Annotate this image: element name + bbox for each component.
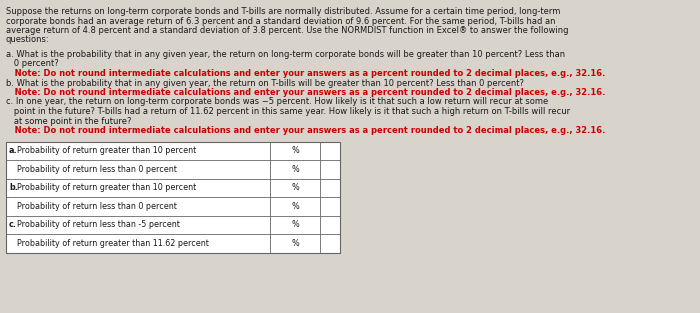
Text: c.: c.: [9, 220, 17, 229]
Text: Note: Do not round intermediate calculations and enter your answers as a percent: Note: Do not round intermediate calculat…: [6, 126, 605, 135]
Text: %: %: [291, 239, 299, 248]
Text: Probability of return greater than 11.62 percent: Probability of return greater than 11.62…: [17, 239, 209, 248]
Text: %: %: [291, 183, 299, 192]
Text: corporate bonds had an average return of 6.3 percent and a standard deviation of: corporate bonds had an average return of…: [6, 17, 556, 25]
Text: a. What is the probability that in any given year, the return on long-term corpo: a. What is the probability that in any g…: [6, 50, 565, 59]
Text: %: %: [291, 165, 299, 174]
Text: Probability of return less than 0 percent: Probability of return less than 0 percen…: [17, 202, 177, 211]
Bar: [6, 141, 340, 253]
Text: %: %: [291, 220, 299, 229]
Text: average return of 4.8 percent and a standard deviation of 3.8 percent. Use the N: average return of 4.8 percent and a stan…: [6, 26, 568, 35]
Text: %: %: [291, 202, 299, 211]
Text: at some point in the future?: at some point in the future?: [6, 116, 132, 126]
Text: Probability of return greater than 10 percent: Probability of return greater than 10 pe…: [17, 183, 196, 192]
Text: Probability of return less than -5 percent: Probability of return less than -5 perce…: [17, 220, 180, 229]
Text: Probability of return greater than 10 percent: Probability of return greater than 10 pe…: [17, 146, 196, 155]
Text: b.: b.: [9, 183, 18, 192]
Text: b. What is the probability that in any given year, the return on T-bills will be: b. What is the probability that in any g…: [6, 79, 524, 88]
Text: Note: Do not round intermediate calculations and enter your answers as a percent: Note: Do not round intermediate calculat…: [6, 88, 605, 97]
Text: questions:: questions:: [6, 35, 50, 44]
Text: Note: Do not round intermediate calculations and enter your answers as a percent: Note: Do not round intermediate calculat…: [6, 69, 605, 78]
Text: Probability of return less than 0 percent: Probability of return less than 0 percen…: [17, 165, 177, 174]
Text: %: %: [291, 146, 299, 155]
Text: a.: a.: [9, 146, 18, 155]
Text: point in the future? T-bills had a return of 11.62 percent in this same year. Ho: point in the future? T-bills had a retur…: [6, 107, 570, 116]
Text: c. In one year, the return on long-term corporate bonds was −5 percent. How like: c. In one year, the return on long-term …: [6, 98, 548, 106]
Text: Suppose the returns on long-term corporate bonds and T-bills are normally distri: Suppose the returns on long-term corpora…: [6, 7, 561, 16]
Text: 0 percent?: 0 percent?: [6, 59, 59, 69]
